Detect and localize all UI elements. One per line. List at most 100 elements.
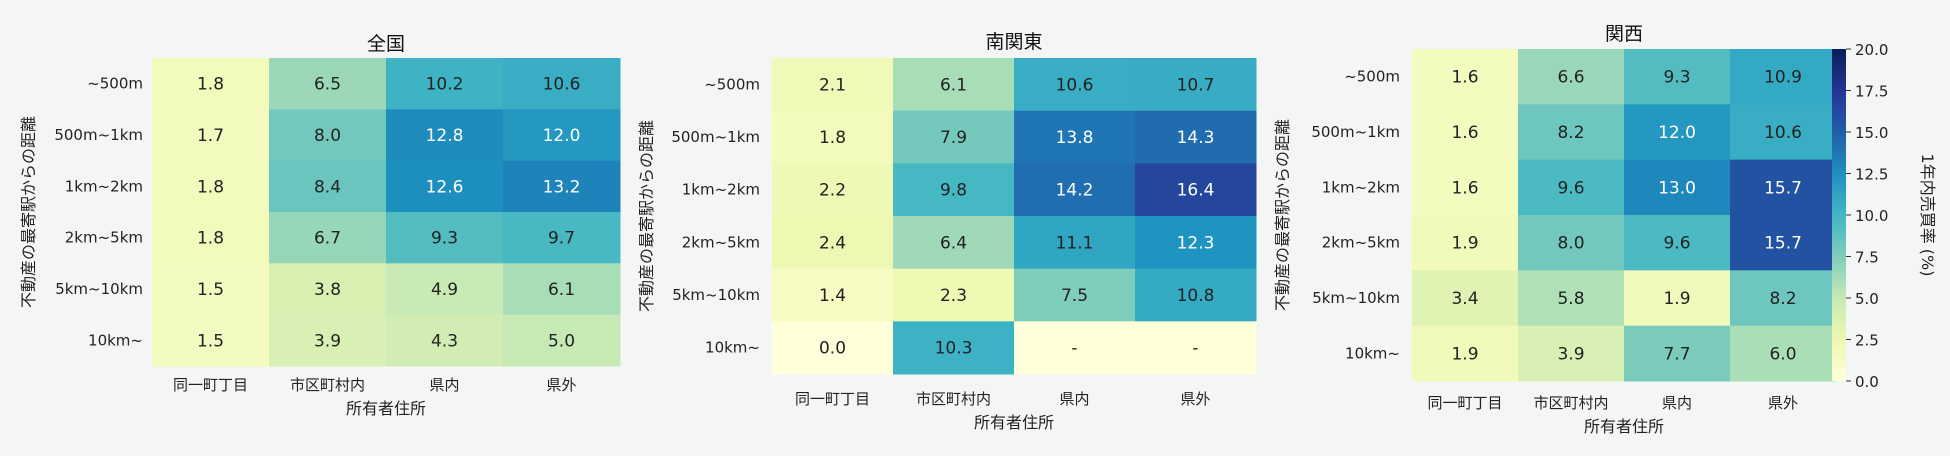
x-axis-title: 所有者住所 (974, 413, 1054, 432)
cell-value-label: 8.0 (1557, 234, 1584, 254)
panel-title: 全国 (367, 33, 405, 55)
y-tick-label: ~500m (1344, 68, 1400, 86)
cell-value-label: 10.9 (1764, 68, 1802, 88)
colorbar: 0.0 2.5 5.0 7.5 10.0 12.5 15.0 17.5 20.0 1年内売買率 … (1832, 41, 1937, 391)
heatmap-cell (1624, 104, 1731, 161)
cell-value-label: 3.4 (1451, 289, 1478, 309)
cell-value-label: 8.2 (1557, 123, 1584, 143)
colorbar-tick-label: 2.5 (1855, 332, 1879, 350)
x-axis-title: 所有者住所 (1584, 417, 1664, 436)
y-tick-label: 2km~5km (1322, 234, 1400, 252)
heatmap-cell (1730, 270, 1837, 327)
cell-value-label: 13.0 (1658, 178, 1696, 198)
y-tick-label: 5km~10km (672, 286, 760, 304)
cell-value-label: 4.9 (431, 280, 458, 300)
heatmap-cell (772, 58, 894, 112)
heatmap-cell (1518, 159, 1625, 216)
cell-value-label: 1.6 (1451, 178, 1478, 198)
heatmap-cell (1730, 104, 1837, 161)
heatmap-cell (1518, 325, 1625, 382)
heatmap-cell (269, 212, 387, 264)
cell-value-label: 9.6 (1557, 178, 1584, 198)
y-tick-label: 2km~5km (65, 229, 143, 247)
heatmap-cell (152, 160, 270, 213)
heatmap-cell (893, 216, 1015, 270)
heatmap-cell (893, 163, 1015, 217)
panel-title: 南関東 (985, 31, 1042, 53)
heatmap-cell (152, 212, 270, 264)
colorbar-tick-label: 10.0 (1855, 207, 1888, 225)
cell-value-label: 7.7 (1663, 344, 1690, 364)
cell-value-label: 10.6 (1056, 75, 1094, 95)
cell-value-label: 3.8 (314, 280, 341, 300)
y-tick-label: 500m~1km (1311, 123, 1400, 141)
cell-value-label: 9.6 (1663, 234, 1690, 254)
heatmap-cell (1518, 270, 1625, 327)
heatmap-cell (1730, 159, 1837, 216)
colorbar-tick-label: 15.0 (1855, 124, 1888, 142)
cell-value-label: 9.3 (431, 229, 458, 249)
heatmap-cell (503, 109, 621, 162)
heatmap-cell (1014, 163, 1136, 217)
heatmap-cell (386, 58, 504, 110)
cell-value-label: 10.2 (426, 75, 464, 95)
y-tick-label: 5km~10km (1312, 289, 1400, 307)
cell-value-label: 13.8 (1056, 128, 1094, 148)
heatmap-panel-2: 南関東 2.1 6.1 10.6 10.7 1.8 7.9 13.8 14.3 2.2 9.8 14.… (637, 31, 1257, 432)
cell-value-label: 4.3 (431, 331, 458, 351)
colorbar-tick-label: 20.0 (1855, 41, 1888, 59)
heatmap-cell (1014, 58, 1136, 112)
y-axis-title: 不動産の最寄駅からの距離 (637, 120, 656, 312)
cell-value-label: 1.4 (819, 286, 846, 306)
cell-value-label: 14.2 (1056, 181, 1094, 201)
y-tick-label: 500m~1km (54, 126, 143, 144)
heatmap-cell (1135, 110, 1257, 164)
cell-value-label: 11.1 (1056, 233, 1094, 253)
cell-value-label: 6.4 (940, 233, 967, 253)
x-tick-label: 同一町丁目 (1427, 394, 1502, 412)
cell-value-label: 10.7 (1177, 75, 1215, 95)
x-tick-label: 県内 (1059, 390, 1089, 408)
x-tick-label: 県内 (1662, 394, 1692, 412)
colorbar-tick-label: 0.0 (1855, 373, 1879, 391)
cell-value-label: 5.8 (1557, 289, 1584, 309)
x-tick-label: 同一町丁目 (173, 376, 248, 394)
heatmap-cell (772, 321, 894, 375)
heatmap-cell (386, 160, 504, 213)
y-axis-title: 不動産の最寄駅からの距離 (1273, 119, 1292, 311)
x-tick-label: 県外 (1768, 394, 1798, 412)
heatmap-cell (1135, 58, 1257, 112)
heatmap-cell (1412, 104, 1519, 161)
y-tick-label: 10km~ (705, 339, 760, 357)
colorbar-tick-label: 17.5 (1855, 83, 1888, 101)
heatmap-cell (772, 216, 894, 270)
cell-value-label: 1.5 (197, 280, 224, 300)
heatmap-cell (503, 263, 621, 316)
heatmap-cell (503, 212, 621, 264)
cell-value-label: 10.6 (543, 75, 581, 95)
cell-value-label: 16.4 (1177, 181, 1215, 201)
cell-value-label: 2.4 (819, 233, 846, 253)
heatmap-cell (1624, 325, 1731, 382)
colorbar-tick-label: 5.0 (1855, 290, 1879, 308)
x-tick-label: 市区町村内 (916, 390, 991, 408)
cell-value-label: 3.9 (1557, 344, 1584, 364)
cell-value-label: 3.9 (314, 331, 341, 351)
heatmap-cell (152, 58, 270, 110)
cell-value-label: 12.0 (543, 126, 581, 146)
heatmap-cell (1624, 49, 1731, 105)
cell-value-label: 12.0 (1658, 123, 1696, 143)
heatmap-cell (1624, 159, 1731, 216)
cell-value-label: 1.9 (1663, 289, 1690, 309)
heatmap-cell (269, 109, 387, 162)
heatmap-cell (893, 268, 1015, 322)
colorbar-label: 1年内売買率 (%) (1918, 154, 1937, 277)
y-tick-label: 500m~1km (671, 128, 760, 146)
cell-value-label: 8.0 (314, 126, 341, 146)
heatmap-cell (1412, 270, 1519, 327)
heatmap-cell (1135, 268, 1257, 322)
cell-value-label: 12.3 (1177, 233, 1215, 253)
cell-value-label: 15.7 (1764, 178, 1802, 198)
cell-value-label: 2.3 (940, 286, 967, 306)
